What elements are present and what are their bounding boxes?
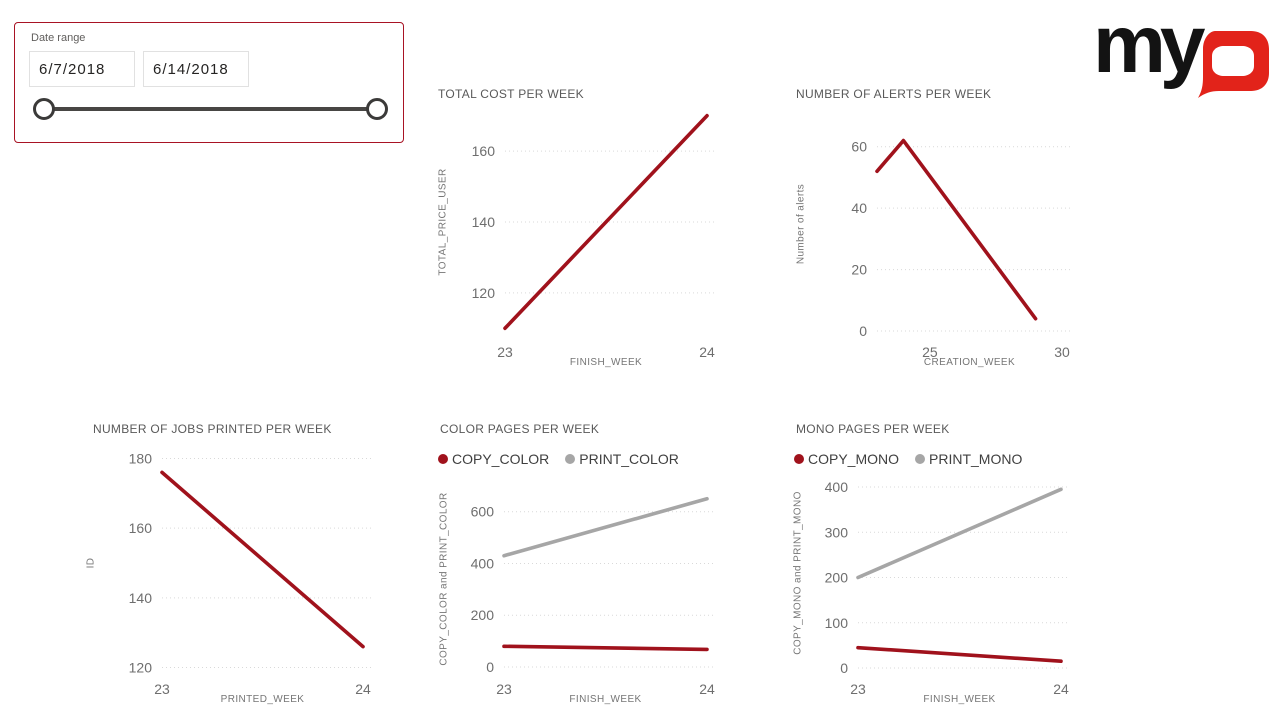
start-date-input[interactable] — [29, 51, 135, 87]
x-axis-label: PRINTED_WEEK — [220, 694, 305, 705]
slicer-title: Date range — [31, 32, 86, 44]
svg-text:40: 40 — [851, 200, 867, 216]
line-chart-plot[interactable]: 0 100 200 300 400 23 24 — [788, 420, 1084, 720]
y-axis-label: Number of alerts — [795, 183, 807, 264]
svg-text:180: 180 — [129, 450, 153, 466]
svg-text:600: 600 — [471, 504, 495, 520]
svg-text:100: 100 — [825, 615, 849, 631]
legend-dot-icon — [565, 454, 576, 464]
svg-text:300: 300 — [825, 524, 849, 540]
slider-handle-end[interactable] — [366, 98, 388, 120]
svg-text:400: 400 — [471, 555, 495, 571]
svg-text:0: 0 — [486, 659, 494, 675]
svg-text:24: 24 — [699, 681, 715, 697]
legend-label: PRINT_COLOR — [579, 451, 679, 467]
svg-text:140: 140 — [129, 590, 153, 606]
svg-text:0: 0 — [840, 660, 848, 676]
svg-text:23: 23 — [154, 681, 170, 697]
chart-jobs-printed-per-week: NUMBER OF JOBS PRINTED PER WEEK 120 140 16… — [85, 420, 397, 720]
logo-my-text: my — [1093, 0, 1205, 90]
svg-text:120: 120 — [129, 660, 153, 676]
chart-title: NUMBER OF JOBS PRINTED PER WEEK — [93, 422, 332, 436]
legend-label: PRINT_MONO — [929, 451, 1023, 467]
svg-text:140: 140 — [472, 214, 496, 230]
logo-q-icon — [1198, 31, 1269, 98]
y-axis-label: COPY_MONO and PRINT_MONO — [792, 491, 804, 655]
legend-label: COPY_MONO — [808, 451, 900, 467]
svg-text:30: 30 — [1054, 344, 1070, 360]
svg-text:23: 23 — [496, 681, 512, 697]
line-chart-plot[interactable]: 120 140 160 180 23 24 — [85, 420, 397, 720]
x-axis-label: CREATION_WEEK — [923, 357, 1016, 368]
svg-text:60: 60 — [851, 139, 867, 155]
y-axis-label: ID — [85, 557, 97, 569]
svg-text:23: 23 — [497, 344, 513, 360]
y-axis-label: TOTAL_PRICE_USER — [437, 168, 449, 276]
x-axis-label: FINISH_WEEK — [923, 694, 996, 705]
legend-item-print-mono[interactable]: PRINT_MONO — [915, 451, 1022, 467]
x-axis-label: FINISH_WEEK — [569, 357, 643, 368]
y-axis-label: COPY_COLOR and PRINT_COLOR — [438, 492, 450, 666]
svg-text:160: 160 — [129, 520, 153, 536]
svg-text:160: 160 — [472, 143, 496, 159]
svg-text:400: 400 — [825, 479, 849, 495]
chart-title: NUMBER OF ALERTS PER WEEK — [796, 87, 992, 101]
chart-title: TOTAL COST PER WEEK — [438, 87, 584, 101]
chart-legend: COPY_MONO PRINT_MONO — [794, 451, 1022, 467]
x-axis-label: FINISH_WEEK — [569, 694, 642, 705]
svg-text:200: 200 — [825, 570, 849, 586]
legend-dot-icon — [915, 454, 926, 464]
svg-text:24: 24 — [1053, 681, 1069, 697]
line-chart-plot[interactable]: 120 140 160 23 24 — [430, 85, 730, 385]
legend-dot-icon — [438, 454, 448, 464]
date-range-slicer: Date range — [14, 22, 404, 143]
slider-handle-start[interactable] — [33, 98, 55, 120]
line-chart-plot[interactable]: 0 20 40 60 25 30 — [788, 85, 1084, 385]
legend-dot-icon — [794, 454, 804, 464]
line-chart-plot[interactable]: 0 200 400 600 23 24 — [432, 420, 732, 720]
chart-title: MONO PAGES PER WEEK — [796, 422, 950, 436]
legend-item-copy-color[interactable]: COPY_COLOR — [438, 451, 549, 467]
chart-total-cost-per-week: TOTAL COST PER WEEK 120 140 160 23 24 TOTAL_… — [430, 85, 730, 385]
svg-text:23: 23 — [850, 681, 866, 697]
svg-text:0: 0 — [859, 323, 867, 339]
svg-text:20: 20 — [851, 262, 867, 278]
svg-text:24: 24 — [699, 344, 715, 360]
svg-text:200: 200 — [471, 607, 495, 623]
svg-text:24: 24 — [355, 681, 371, 697]
legend-item-copy-mono[interactable]: COPY_MONO — [794, 451, 899, 467]
myq-logo: my — [1093, 4, 1273, 102]
chart-mono-pages-per-week: MONO PAGES PER WEEK COPY_MONO PRINT_MONO… — [788, 420, 1084, 720]
legend-label: COPY_COLOR — [452, 451, 550, 467]
chart-title: COLOR PAGES PER WEEK — [440, 422, 600, 436]
chart-color-pages-per-week: COLOR PAGES PER WEEK COPY_COLOR PRINT_CO… — [432, 420, 732, 720]
end-date-input[interactable] — [143, 51, 249, 87]
svg-text:120: 120 — [472, 285, 496, 301]
slider-track[interactable] — [44, 107, 377, 111]
legend-item-print-color[interactable]: PRINT_COLOR — [565, 451, 679, 467]
chart-legend: COPY_COLOR PRINT_COLOR — [438, 451, 679, 467]
chart-alerts-per-week: NUMBER OF ALERTS PER WEEK 0 20 40 60 25 30 Nu… — [788, 85, 1084, 385]
svg-text:25: 25 — [922, 344, 938, 360]
